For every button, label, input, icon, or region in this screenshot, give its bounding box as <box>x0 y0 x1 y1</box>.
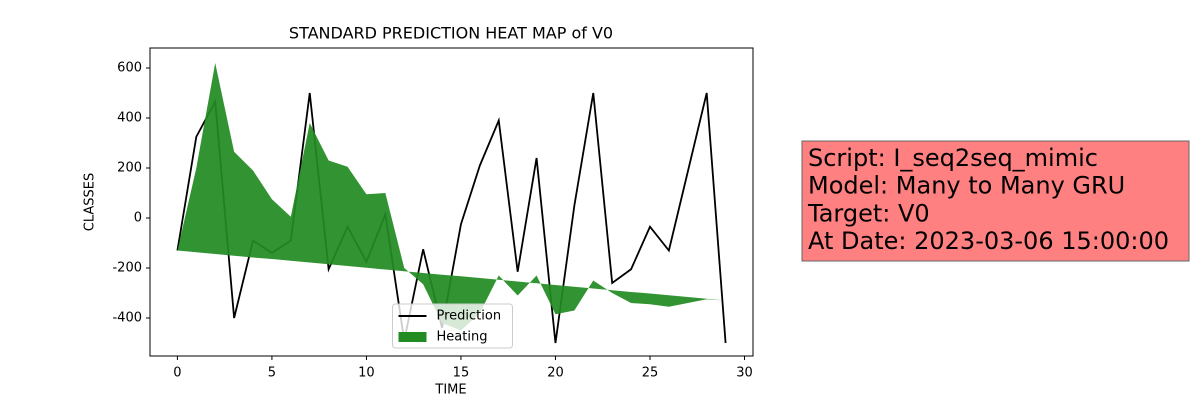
heating-area <box>177 63 726 331</box>
x-tick-label: 0 <box>173 366 181 381</box>
x-tick-label: 10 <box>358 366 375 381</box>
y-tick-label: 400 <box>117 111 142 126</box>
annotation-line: At Date: 2023-03-06 15:00:00 <box>808 227 1169 255</box>
x-tick-label: 15 <box>453 366 470 381</box>
annotation-line: Model: Many to Many GRU <box>808 172 1125 200</box>
x-axis-label: TIME <box>434 383 466 398</box>
axes-frame <box>149 47 754 357</box>
plot <box>176 63 727 344</box>
y-tick-label: 0 <box>134 211 142 226</box>
x-tick-label: 30 <box>736 366 753 381</box>
x-tick-label: 25 <box>642 366 659 381</box>
y-tick-label: 200 <box>117 161 142 176</box>
annotation-line: Target: V0 <box>807 199 930 227</box>
y-axis-label: CLASSES <box>83 173 98 231</box>
annotation-box <box>801 140 1190 262</box>
x-tick-label: 20 <box>547 366 564 381</box>
legend-label: Heating <box>437 330 488 345</box>
x-tick-label: 5 <box>268 366 276 381</box>
chart-title: STANDARD PREDICTION HEAT MAP of V0 <box>289 24 613 43</box>
legend: Prediction Heating <box>392 303 513 349</box>
legend-label: Prediction <box>437 309 502 324</box>
annotation-line: Script: I_seq2seq_mimic <box>808 144 1098 172</box>
y-tick-label: -400 <box>112 311 142 326</box>
y-tick-label: -200 <box>112 261 142 276</box>
legend-swatch <box>398 332 427 342</box>
y-tick-label: 600 <box>117 61 142 76</box>
